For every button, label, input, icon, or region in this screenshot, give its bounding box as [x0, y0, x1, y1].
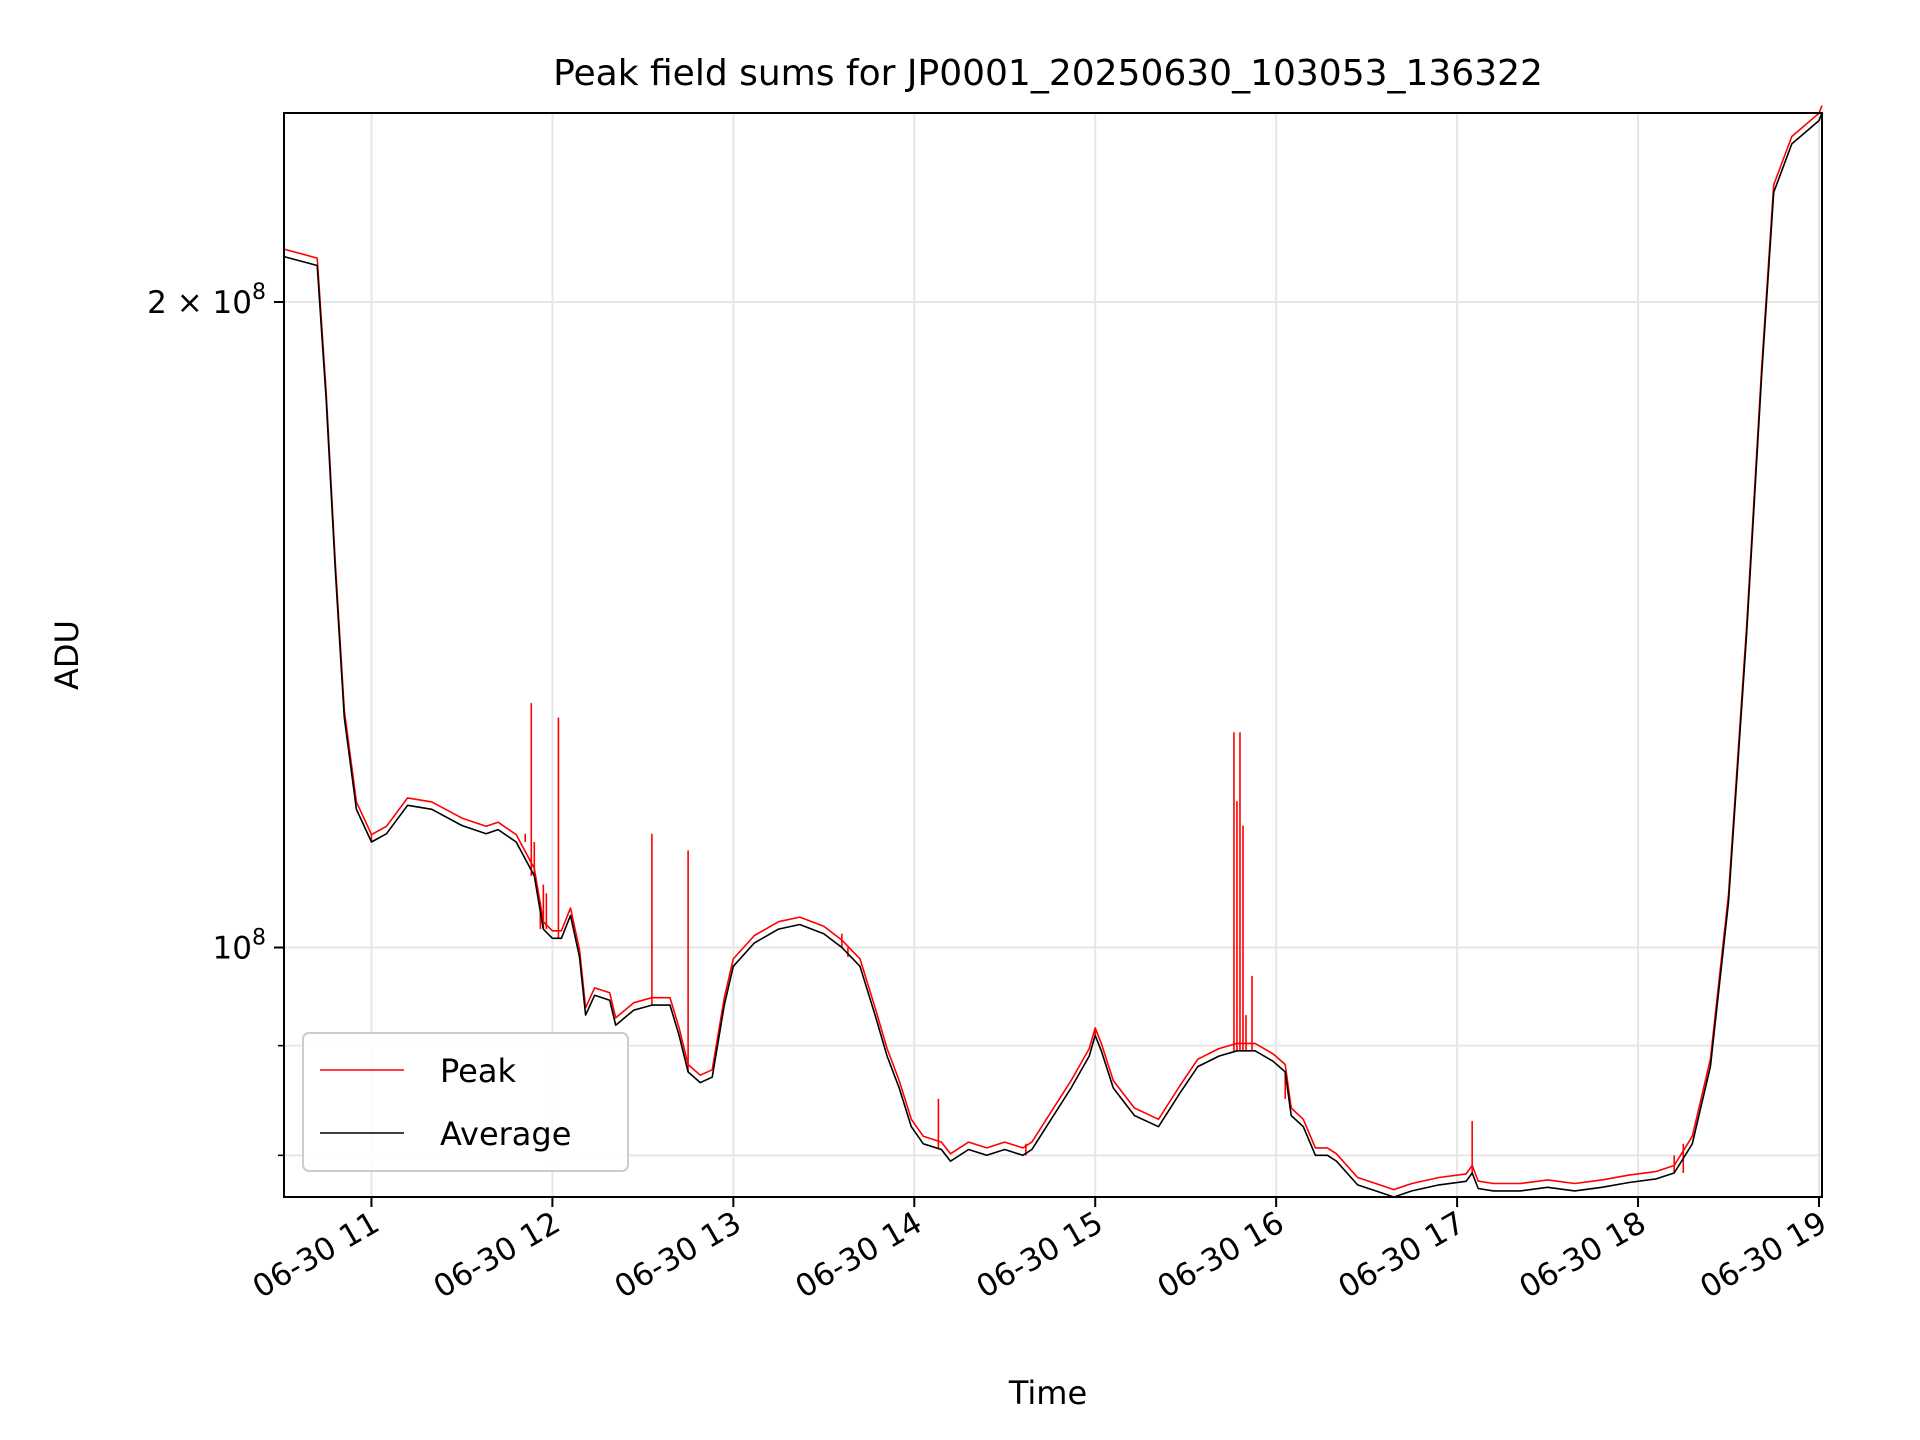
legend-box: [302, 1032, 629, 1172]
x-axis-label: Time: [1008, 1374, 1087, 1412]
plot-lines: [283, 105, 1823, 1198]
peak-series-line: [283, 105, 1823, 1191]
legend: Peak Average: [302, 1032, 629, 1172]
legend-average-label: Average: [440, 1115, 571, 1153]
y-axis-label: ADU: [48, 620, 86, 690]
average-series-line: [283, 112, 1823, 1198]
legend-peak-label: Peak: [440, 1052, 516, 1090]
y-tick-label: 2 × 108: [147, 280, 266, 321]
chart-title: Peak field sums for JP0001_20250630_1030…: [553, 53, 1543, 94]
plot-frame: [283, 112, 1823, 1198]
y-tick-label: 108: [213, 926, 266, 967]
grid-lines: [284, 113, 1822, 1197]
